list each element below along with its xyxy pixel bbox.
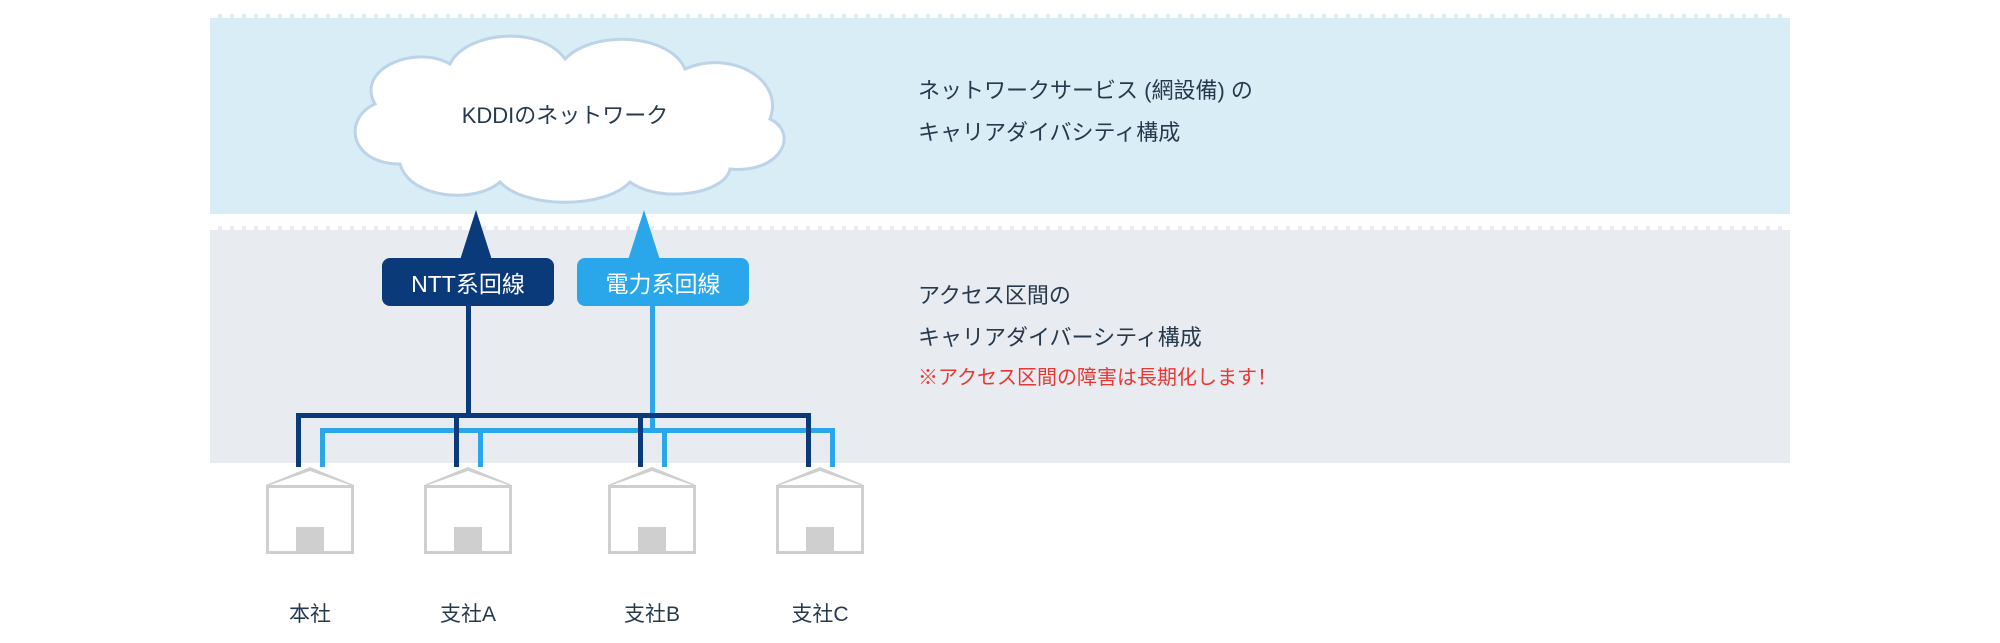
power-drop-c <box>830 428 835 467</box>
building-body <box>776 485 864 554</box>
band-dashed-edge <box>210 226 1790 230</box>
building-a <box>424 467 512 554</box>
ntt-trunk <box>466 306 471 418</box>
ntt-pill: NTT系回線 <box>382 258 554 306</box>
roof-fill <box>428 471 508 485</box>
caption-line: アクセス区間の <box>918 275 1277 317</box>
power-drop-hq <box>320 428 325 467</box>
door-icon <box>806 527 834 551</box>
building-label-c: 支社C <box>756 598 884 628</box>
power-bus <box>320 428 835 433</box>
roof-fill <box>270 471 350 485</box>
building-body <box>266 485 354 554</box>
bottom-band-caption: アクセス区間のキャリアダイバーシティ構成※アクセス区間の障害は長期化します！ <box>918 275 1277 397</box>
ntt-drop-a <box>454 413 459 467</box>
ntt-drop-c <box>806 413 811 467</box>
building-body <box>608 485 696 554</box>
caption-line: キャリアダイバーシティ構成 <box>918 317 1277 359</box>
ntt-bus <box>296 413 811 418</box>
cloud-label: KDDIのネットワーク <box>330 98 800 130</box>
band-dashed-edge <box>210 214 1790 218</box>
roof-fill <box>780 471 860 485</box>
building-b <box>608 467 696 554</box>
building-label-hq: 本社 <box>246 598 374 628</box>
door-icon <box>638 527 666 551</box>
building-c <box>776 467 864 554</box>
top-band-caption: ネットワークサービス (網設備) のキャリアダイバシティ構成 <box>918 70 1253 154</box>
ntt-pill-tail <box>460 210 492 260</box>
power-pill-tail <box>628 210 660 260</box>
building-label-a: 支社A <box>404 598 532 628</box>
power-drop-b <box>662 428 667 467</box>
building-hq <box>266 467 354 554</box>
power-pill-label: 電力系回線 <box>606 265 721 299</box>
ntt-pill-label: NTT系回線 <box>411 265 525 299</box>
ntt-drop-b <box>638 413 643 467</box>
warning-text: ※アクセス区間の障害は長期化します！ <box>918 359 1277 397</box>
door-icon <box>454 527 482 551</box>
door-icon <box>296 527 324 551</box>
ntt-drop-hq <box>296 413 301 467</box>
roof-fill <box>612 471 692 485</box>
caption-line: キャリアダイバシティ構成 <box>918 112 1253 154</box>
diagram-canvas: KDDIのネットワーク ネットワークサービス (網設備) のキャリアダイバシティ… <box>0 0 2000 643</box>
band-dashed-edge <box>210 14 1790 18</box>
building-label-b: 支社B <box>588 598 716 628</box>
power-pill: 電力系回線 <box>577 258 749 306</box>
building-body <box>424 485 512 554</box>
caption-line: ネットワークサービス (網設備) の <box>918 70 1253 112</box>
power-drop-a <box>478 428 483 467</box>
